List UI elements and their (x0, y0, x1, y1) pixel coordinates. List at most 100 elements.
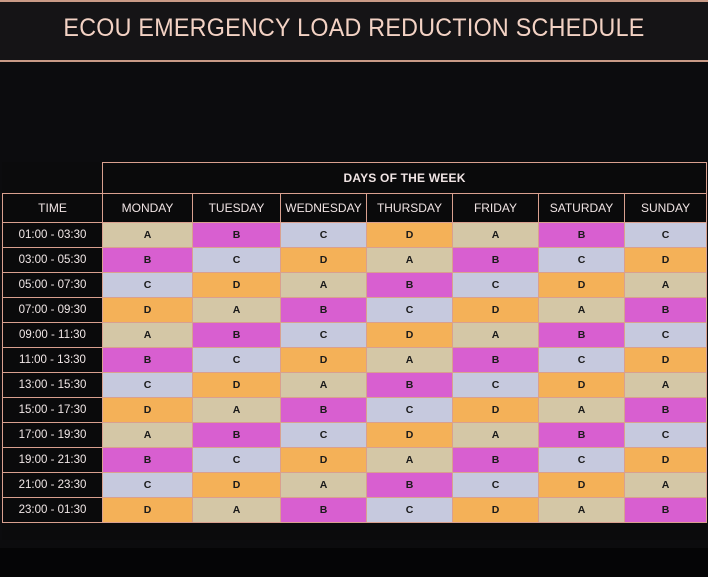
time-slot-cell: 09:00 - 11:30 (2, 322, 103, 348)
group-cell: B (280, 397, 367, 423)
day-header-saturday: SATURDAY (538, 193, 625, 223)
group-cell: A (538, 397, 625, 423)
group-cell: D (366, 322, 453, 348)
group-cell: C (452, 472, 539, 498)
day-header-thursday: THURSDAY (366, 193, 453, 223)
group-cell: C (366, 497, 453, 523)
group-cell: C (623, 222, 708, 248)
days-of-week-header: DAYS OF THE WEEK (101, 162, 708, 194)
day-header-friday: FRIDAY (452, 193, 539, 223)
group-cell: D (192, 472, 281, 498)
group-cell: A (192, 297, 281, 323)
group-cell: D (192, 272, 281, 298)
group-cell: C (452, 372, 539, 398)
time-slot-cell: 11:00 - 13:30 (2, 347, 103, 373)
time-slot-cell: 07:00 - 09:30 (2, 297, 103, 323)
group-cell: C (366, 397, 453, 423)
group-cell: D (452, 297, 539, 323)
schedule-body: 01:00 - 03:30 A B C D A B C 03:00 - 05:30 B C D A B C D… (2, 222, 708, 523)
time-slot-cell: 19:00 - 21:30 (2, 447, 103, 473)
time-slot-cell: 15:00 - 17:30 (2, 397, 103, 423)
group-cell: D (192, 372, 281, 398)
group-cell: A (366, 447, 453, 473)
group-cell: B (102, 447, 193, 473)
group-cell: D (452, 397, 539, 423)
group-cell: A (538, 497, 625, 523)
group-cell: B (192, 322, 281, 348)
group-cell: A (452, 422, 539, 448)
group-cell: B (452, 347, 539, 373)
group-cell: D (366, 422, 453, 448)
group-cell: B (102, 347, 193, 373)
table-row: 21:00 - 23:30 C D A B C D A (2, 472, 708, 498)
group-cell: B (538, 222, 625, 248)
group-cell: C (366, 297, 453, 323)
group-cell: A (280, 272, 367, 298)
day-header-sunday: SUNDAY (623, 193, 708, 223)
group-cell: B (366, 272, 453, 298)
group-cell: D (366, 222, 453, 248)
group-cell: B (102, 247, 193, 273)
group-cell: A (102, 322, 193, 348)
table-row: 05:00 - 07:30 C D A B C D A (2, 272, 708, 298)
time-slot-cell: 01:00 - 03:30 (2, 222, 103, 248)
time-slot-cell: 17:00 - 19:30 (2, 422, 103, 448)
group-cell: C (538, 347, 625, 373)
schedule-table: DAYS OF THE WEEK TIME MONDAY TUESDAY WED… (2, 162, 708, 523)
table-row: 07:00 - 09:30 D A B C D A B (2, 297, 708, 323)
group-cell: D (452, 497, 539, 523)
group-cell: C (623, 322, 708, 348)
day-header-tuesday: TUESDAY (192, 193, 281, 223)
group-cell: B (623, 297, 708, 323)
group-cell: A (623, 472, 708, 498)
group-cell: D (102, 497, 193, 523)
time-slot-cell: 21:00 - 23:30 (2, 472, 103, 498)
group-cell: D (280, 447, 367, 473)
group-cell: D (538, 472, 625, 498)
group-cell: C (452, 272, 539, 298)
group-cell: A (192, 497, 281, 523)
table-row: 15:00 - 17:30 D A B C D A B (2, 397, 708, 423)
group-cell: C (538, 247, 625, 273)
group-cell: B (192, 222, 281, 248)
group-cell: C (538, 447, 625, 473)
group-cell: B (452, 447, 539, 473)
group-cell: B (280, 497, 367, 523)
time-slot-cell: 03:00 - 05:30 (2, 247, 103, 273)
day-header-wednesday: WEDNESDAY (280, 193, 367, 223)
group-cell: D (623, 447, 708, 473)
time-column-header: TIME (2, 193, 103, 223)
title-bar: ECOU EMERGENCY LOAD REDUCTION SCHEDULE (0, 0, 708, 62)
bottom-bar (0, 548, 708, 577)
page-title: ECOU EMERGENCY LOAD REDUCTION SCHEDULE (63, 14, 645, 42)
group-cell: C (192, 447, 281, 473)
group-cell: A (452, 322, 539, 348)
table-row: 01:00 - 03:30 A B C D A B C (2, 222, 708, 248)
group-cell: C (280, 422, 367, 448)
group-cell: B (538, 422, 625, 448)
group-cell: B (280, 297, 367, 323)
group-cell: A (280, 372, 367, 398)
group-cell: A (623, 272, 708, 298)
group-cell: A (452, 222, 539, 248)
group-cell: B (452, 247, 539, 273)
group-cell: D (280, 347, 367, 373)
group-cell: A (366, 347, 453, 373)
table-row: 11:00 - 13:30 B C D A B C D (2, 347, 708, 373)
group-cell: A (192, 397, 281, 423)
group-cell: A (538, 297, 625, 323)
table-row: 03:00 - 05:30 B C D A B C D (2, 247, 708, 273)
group-cell: D (538, 372, 625, 398)
group-cell: C (280, 222, 367, 248)
group-cell: B (366, 472, 453, 498)
group-cell: A (366, 247, 453, 273)
day-header-monday: MONDAY (102, 193, 193, 223)
group-cell: C (623, 422, 708, 448)
group-cell: D (102, 397, 193, 423)
group-cell: B (192, 422, 281, 448)
group-cell: A (280, 472, 367, 498)
time-slot-cell: 23:00 - 01:30 (2, 497, 103, 523)
group-cell: D (623, 247, 708, 273)
group-cell: C (192, 347, 281, 373)
group-cell: A (102, 422, 193, 448)
